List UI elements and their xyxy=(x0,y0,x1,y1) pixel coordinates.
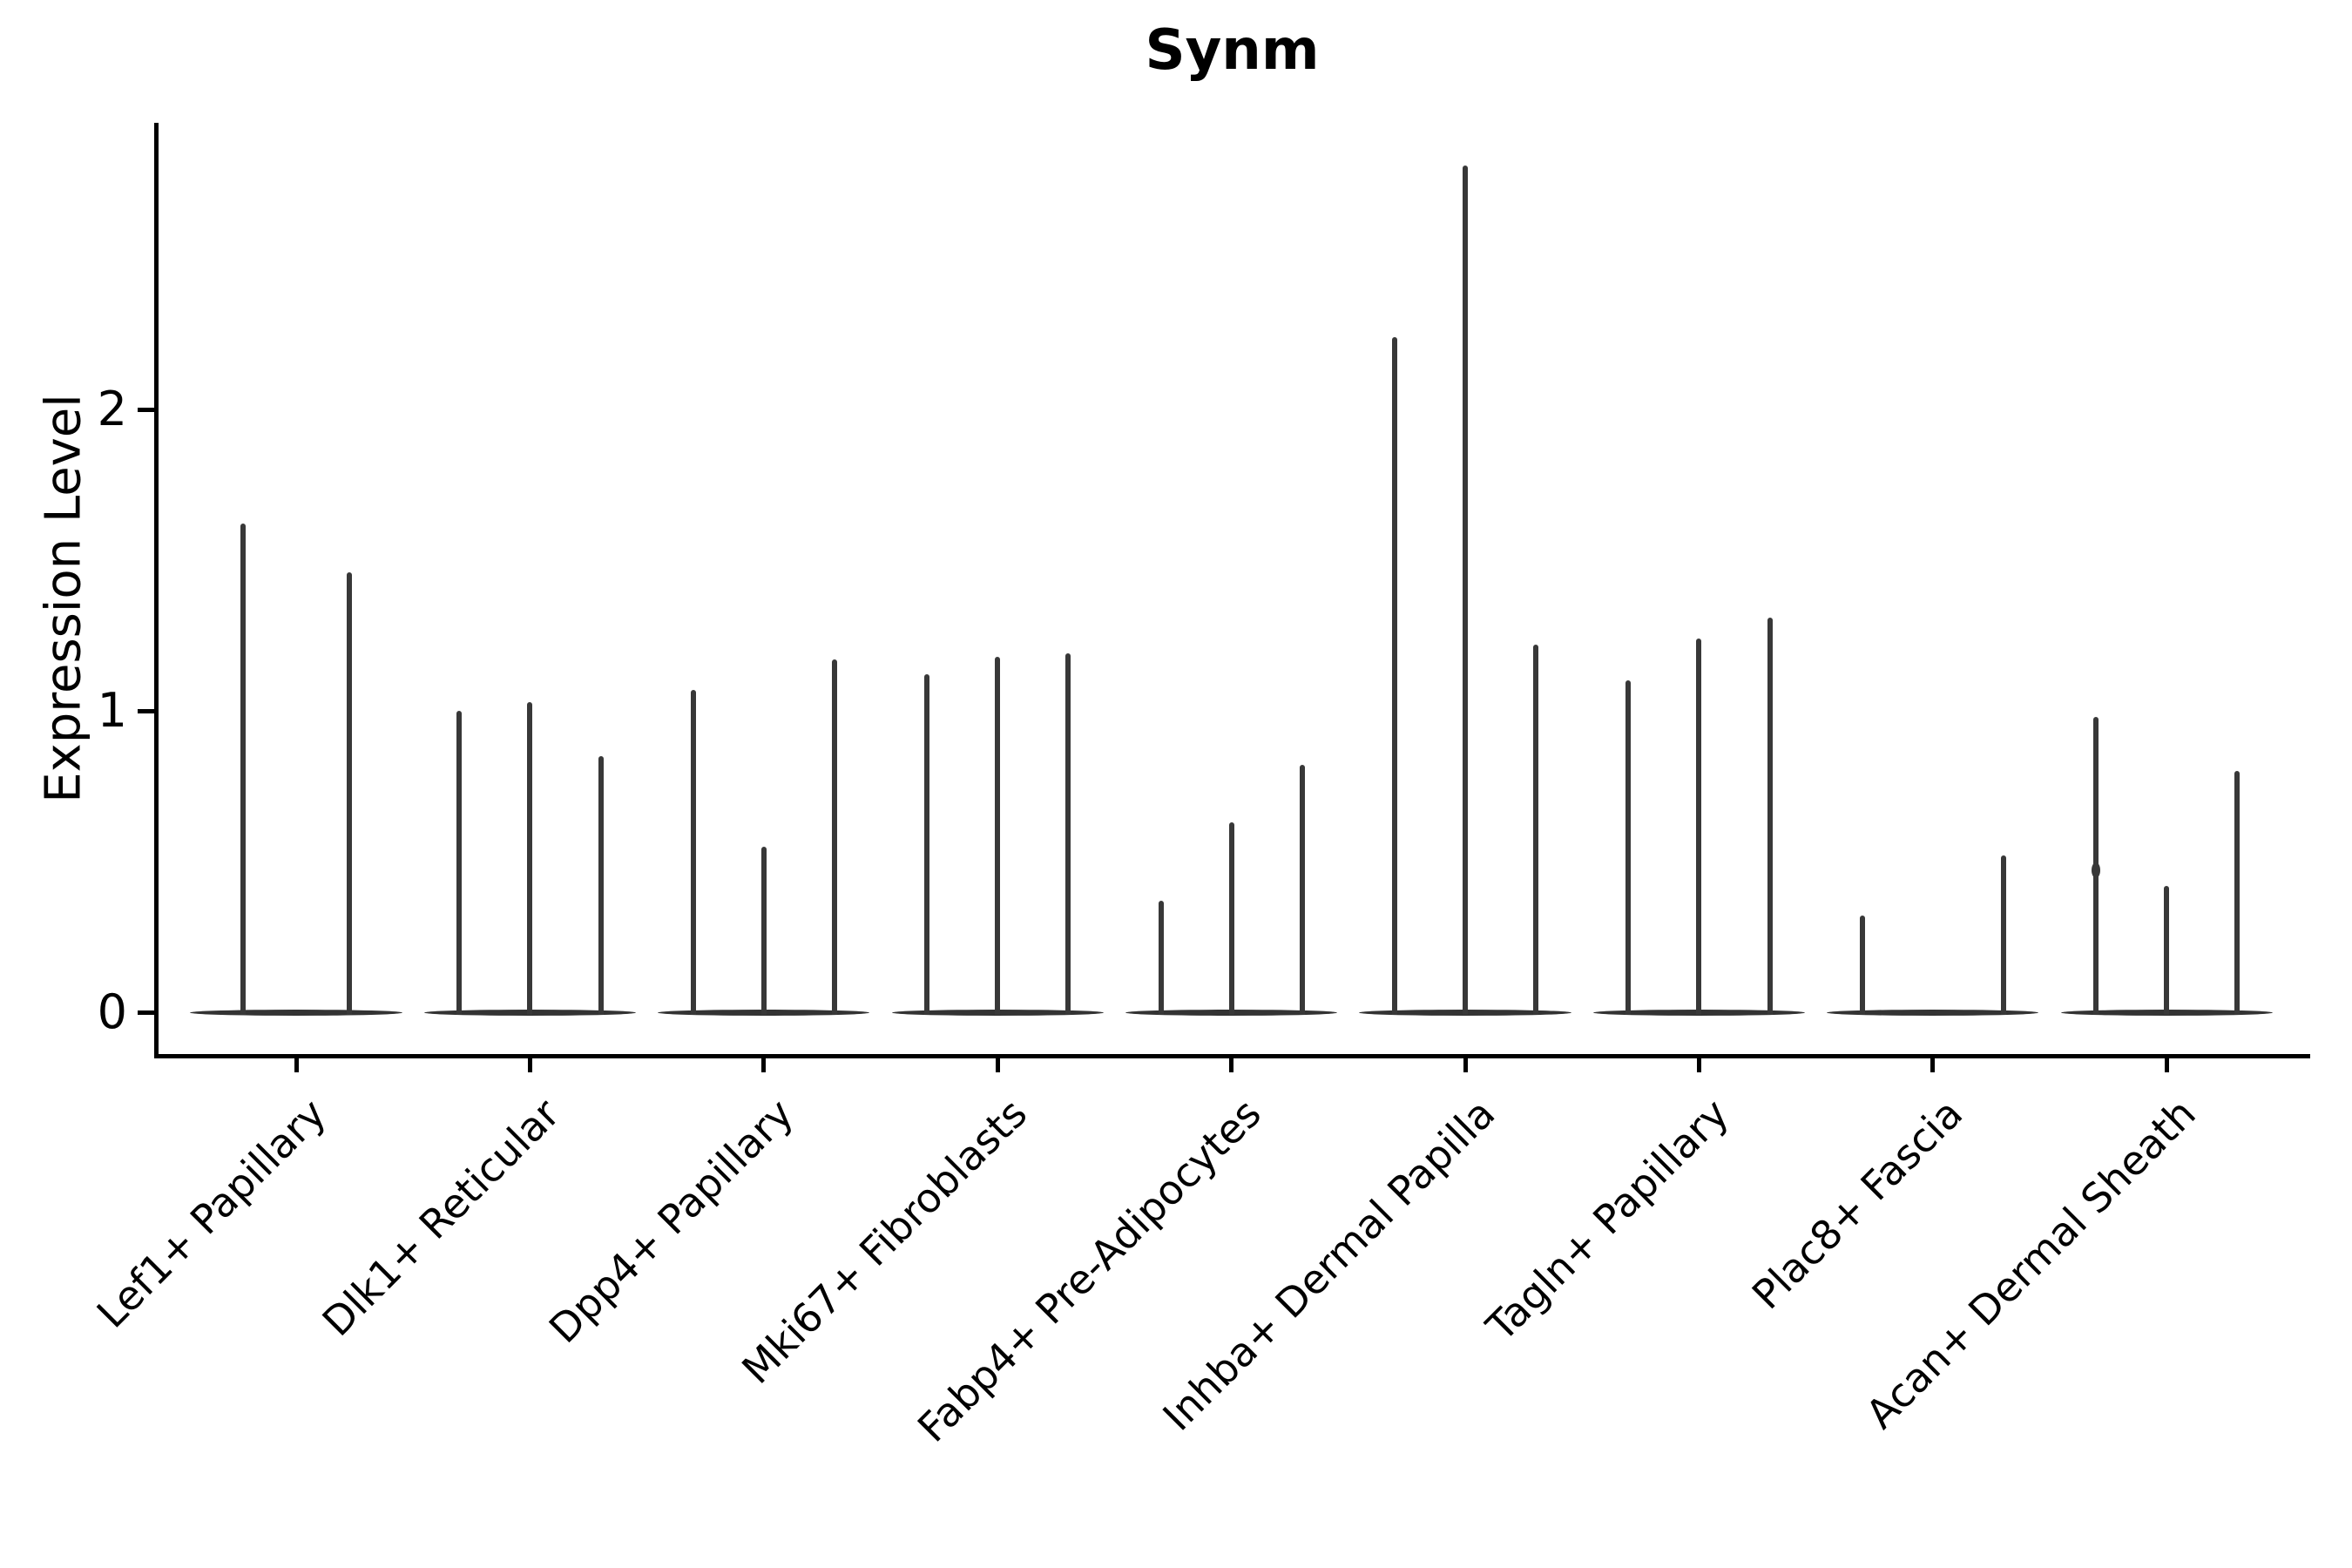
x-tick-label: Plac8+ Fascia xyxy=(1742,1089,1971,1319)
x-tick-label: Dlk1+ Reticular xyxy=(313,1089,569,1346)
x-tick xyxy=(2164,1058,2169,1072)
violin-spike xyxy=(1228,822,1234,1015)
x-tick-label: Dpp4+ Papillary xyxy=(539,1089,802,1353)
violin-spike xyxy=(240,524,247,1015)
violin-spike xyxy=(598,755,604,1015)
violin-spike xyxy=(346,571,352,1015)
violin-spike xyxy=(690,689,696,1015)
y-axis-label: Expression Level xyxy=(35,394,92,803)
violin-spike xyxy=(1463,165,1468,1015)
violin-spike xyxy=(1391,336,1397,1015)
violin-spike xyxy=(995,656,1001,1015)
violin-spike xyxy=(2234,771,2240,1015)
y-tick-label: 1 xyxy=(97,683,127,738)
x-tick xyxy=(761,1058,767,1072)
violin-spike xyxy=(831,659,837,1015)
y-tick xyxy=(138,407,154,412)
x-tick xyxy=(995,1058,1000,1072)
violin-spike xyxy=(760,846,767,1015)
violin-base xyxy=(190,1009,402,1016)
violin-spike xyxy=(1533,644,1539,1015)
chart-title: Synm xyxy=(1145,18,1320,83)
x-tick xyxy=(1930,1058,1936,1072)
violin-spike xyxy=(1158,900,1164,1015)
violin-spike xyxy=(1767,617,1773,1015)
x-tick xyxy=(527,1058,532,1072)
violin-spike xyxy=(1696,638,1702,1015)
x-tick xyxy=(1463,1058,1468,1072)
y-tick xyxy=(138,708,154,713)
y-tick-label: 0 xyxy=(97,984,127,1039)
x-tick-label: Lef1+ Papillary xyxy=(87,1089,335,1337)
x-tick xyxy=(1696,1058,1701,1072)
x-axis-spine xyxy=(154,1054,2310,1058)
violin-spike xyxy=(924,674,930,1015)
violin-spike xyxy=(1859,916,1865,1015)
violin-spike xyxy=(2000,855,2006,1015)
violin-spike xyxy=(527,701,533,1015)
violin-spike xyxy=(1065,653,1071,1015)
violin-spike xyxy=(2164,885,2170,1015)
violin-spike xyxy=(456,711,463,1015)
violin-spike xyxy=(1625,680,1632,1015)
x-tick xyxy=(294,1058,299,1072)
y-tick xyxy=(138,1010,154,1015)
x-tick-label: Tagln+ Papillary xyxy=(1477,1089,1738,1350)
y-axis-spine xyxy=(154,123,159,1058)
violin-base xyxy=(1827,1009,2039,1016)
y-tick-label: 2 xyxy=(97,382,127,436)
x-tick xyxy=(1229,1058,1234,1072)
violin-spike xyxy=(1299,765,1305,1015)
violin-density-bulge xyxy=(2092,862,2101,879)
